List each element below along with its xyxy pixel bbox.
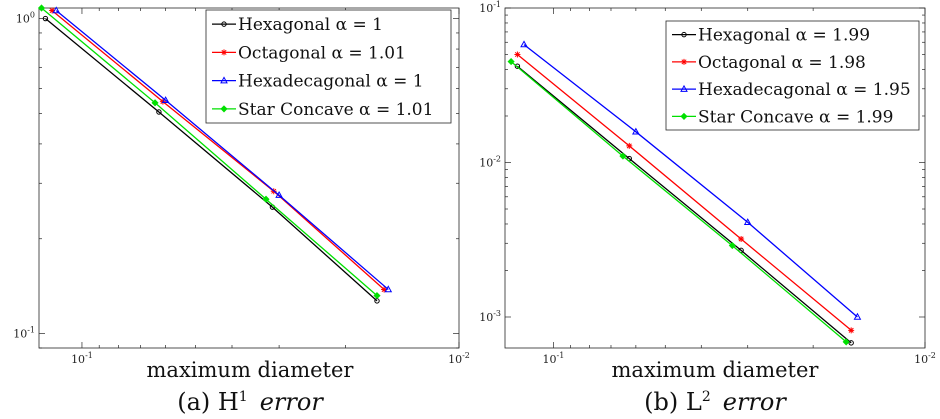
series-3 (520, 40, 862, 320)
caption-italic: error (711, 388, 788, 416)
x-tick-label: 10-1 (71, 351, 93, 366)
axis-ticks (39, 8, 460, 349)
series-line (516, 65, 852, 344)
caption-superscript: 2 (702, 389, 711, 405)
legend-marker (681, 31, 687, 38)
legend-box (665, 20, 920, 131)
panel-caption: (a) H1 error (177, 388, 324, 416)
y-tick-label: 100 (16, 11, 35, 26)
caption-superscript: 1 (239, 389, 248, 405)
data-point (49, 7, 56, 14)
data-point (632, 127, 640, 135)
data-point (853, 312, 862, 320)
legend-label: Hexadecagonal α = 1 (238, 72, 424, 92)
data-point (507, 58, 515, 66)
legend-label: Hexadecagonal α = 1.95 (698, 80, 911, 100)
y-tick-label: 10-1 (479, 0, 501, 15)
series-line (51, 10, 385, 290)
legend-label: Hexagonal α = 1 (238, 15, 383, 35)
series-line (516, 53, 852, 331)
data-point (848, 340, 854, 346)
data-point (373, 292, 381, 300)
series-line (44, 17, 378, 302)
series-line (510, 61, 847, 343)
caption-italic: error (248, 388, 325, 416)
legend-marker (221, 49, 227, 56)
legend-marker (680, 112, 688, 120)
chart-panel-1: 10-1 10-2 10-1 100 Hexagonal α = 1 Octagonal … (13, 4, 470, 416)
data-point (275, 190, 283, 198)
legend-marker (220, 105, 228, 113)
x-axis-label: maximum diameter (612, 358, 820, 382)
y-tick-label: 10-3 (479, 309, 501, 324)
series-4 (507, 58, 850, 346)
legend-label: Hexagonal α = 1.99 (698, 26, 870, 46)
series-line (55, 10, 389, 290)
legend-marker (681, 58, 687, 65)
panel-caption: (b) L2 error (644, 388, 787, 416)
x-tick-label: 10-2 (448, 351, 470, 366)
data-point (738, 235, 745, 242)
legend-label: Octagonal α = 1.98 (698, 53, 866, 73)
data-point (743, 218, 752, 226)
series-4 (37, 4, 381, 300)
data-point (848, 327, 855, 334)
series-line (523, 44, 858, 318)
data-point (626, 142, 633, 149)
data-point (619, 152, 627, 160)
data-point (42, 15, 49, 22)
legend-marker (220, 76, 228, 84)
legend-marker (221, 21, 227, 27)
series-3 (52, 6, 393, 293)
data-point (262, 195, 270, 203)
chart-panel-2: 10-1 10-2 10-3 10-2 10-1 Hexagonal α = 1.99 Oc… (479, 0, 936, 416)
legend-box (205, 9, 452, 124)
legend-marker (680, 84, 688, 92)
x-axis-label: maximum diameter (147, 358, 355, 382)
data-point (520, 40, 528, 48)
data-point (514, 63, 521, 69)
y-tick-label: 10-1 (13, 326, 35, 341)
data-point (156, 109, 162, 115)
data-point (151, 99, 159, 107)
x-tick-label: 10-1 (543, 351, 565, 366)
legend: Hexagonal α = 1 Octagonal α = 1.01 Hexadec… (205, 9, 452, 124)
data-point (381, 286, 388, 293)
legend-label: Star Concave α = 1.99 (698, 107, 893, 127)
caption-label: (a) H (177, 388, 239, 416)
caption-label: (b) L (644, 388, 702, 416)
axis-ticks (505, 7, 926, 348)
data-point (514, 51, 521, 58)
legend: Hexagonal α = 1.99 Octagonal α = 1.98 Hexa… (665, 20, 920, 131)
data-point (52, 6, 61, 14)
legend-label: Octagonal α = 1.01 (238, 43, 406, 63)
data-point (384, 285, 393, 293)
y-tick-label: 10-2 (479, 154, 501, 169)
data-point (161, 96, 170, 104)
data-point (842, 338, 850, 346)
series-line (41, 7, 378, 297)
series-2 (514, 51, 855, 334)
legend-label: Star Concave α = 1.01 (238, 100, 433, 120)
data-point (37, 4, 46, 12)
x-tick-label: 10-2 (914, 351, 936, 366)
data-point (728, 241, 736, 250)
